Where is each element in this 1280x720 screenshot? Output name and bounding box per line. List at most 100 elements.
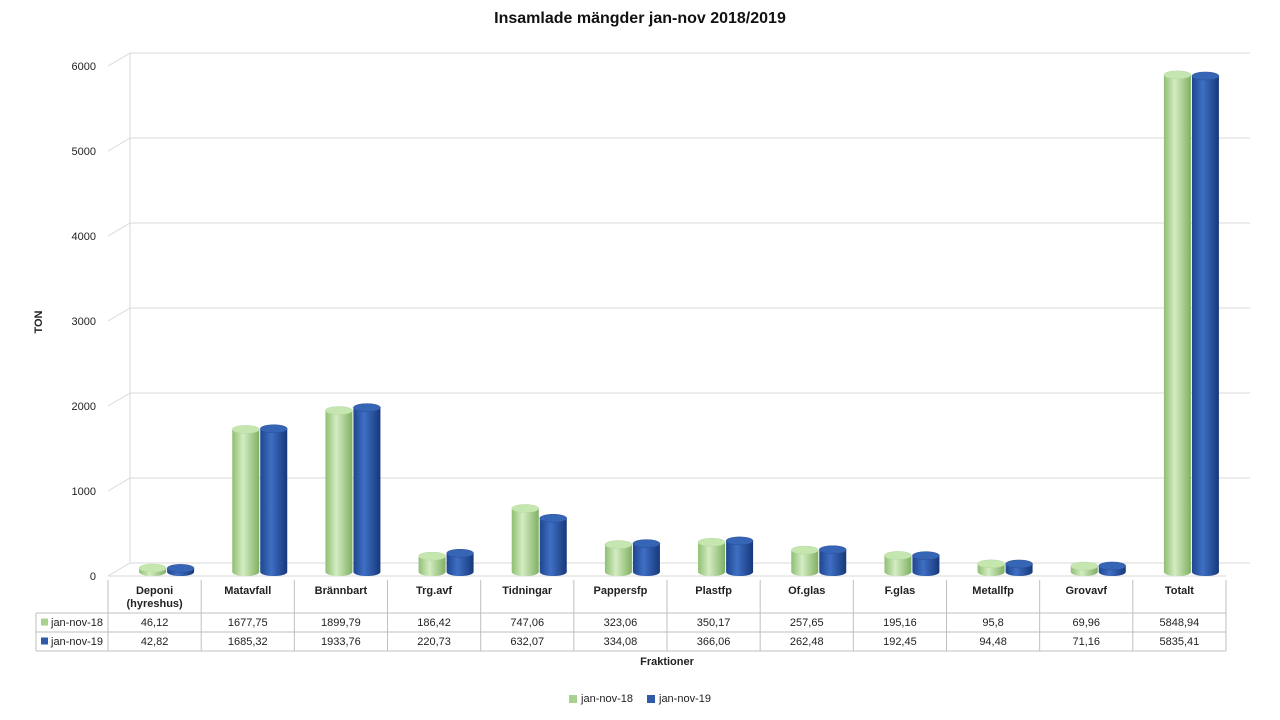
gridline-depth [107,307,131,322]
bar [912,551,940,576]
bar [819,545,847,576]
gridline-depth [107,392,131,407]
bar-body [353,407,381,576]
bar [325,406,353,576]
bar [977,559,1005,576]
y-tick-label: 6000 [72,61,96,73]
category-label: Pappersfp [594,585,648,597]
bar [138,563,167,576]
bar-body [1191,75,1219,577]
legend-item: jan-nov-19 [647,693,711,705]
data-label: 94,48 [979,636,1007,648]
bar-top [1098,561,1126,571]
y-tick-label: 5000 [72,146,96,158]
bar-top [511,504,539,513]
category-label: Grovavf [1065,585,1107,597]
category-label: Trg.avf [416,585,452,597]
data-label: 350,17 [697,617,731,629]
bar-body [791,550,819,576]
data-label: 1933,76 [321,636,361,648]
legend-swatch [647,695,655,703]
bar [1163,70,1192,577]
category-label: Tidningar [502,585,553,597]
bar [1005,559,1033,576]
gridline-depth [107,222,131,237]
bar-body [539,518,567,576]
bar [791,545,819,576]
bar-top [884,551,912,560]
bar-top [418,551,446,561]
bar-top [725,536,754,546]
bar [539,514,567,576]
data-label: 42,82 [141,636,169,648]
bar [1098,561,1126,576]
bar-top [446,548,474,558]
bar-top [604,540,633,549]
category-label: Deponi [136,585,173,597]
data-label: 334,08 [604,636,638,648]
data-label: 186,42 [417,617,451,629]
data-label: 46,12 [141,617,169,629]
y-tick-label: 4000 [72,231,96,243]
data-label: 1685,32 [228,636,268,648]
legend-item: jan-nov-18 [569,693,633,705]
bar [353,403,381,576]
data-label: 323,06 [604,617,638,629]
bar-body [325,410,353,576]
data-label: 262,48 [790,636,824,648]
bar-top [232,425,260,434]
bar [511,504,539,576]
category-label: Plastfp [695,585,732,597]
bar [725,536,754,576]
bar-top [791,545,819,555]
bar-body [726,540,754,576]
data-label: 1899,79 [321,617,361,629]
bar [446,548,474,576]
bar [166,564,195,576]
bar [232,425,260,576]
data-label: 5848,94 [1160,617,1200,629]
bar-top [353,403,381,412]
table-legend-swatch [41,618,48,626]
bar-body [912,555,940,576]
bar-top [1070,561,1098,571]
category-label: Of.glas [788,585,825,597]
y-tick-label: 1000 [72,486,96,498]
bar-body [418,556,446,576]
table-legend-swatch [41,637,48,645]
bar-top [912,551,940,560]
chart-title: Insamlade mängder jan-nov 2018/2019 [494,10,786,27]
bar-body [260,428,288,576]
y-tick-label: 2000 [72,401,96,413]
bar-body [884,555,912,576]
bar [1070,561,1098,576]
data-label: 195,16 [883,617,917,629]
bar [632,539,661,576]
gridline-depth [107,137,131,152]
data-label: 632,07 [510,636,544,648]
data-label: 71,16 [1072,636,1100,648]
bar-top [819,545,847,554]
bar-body [819,549,847,576]
data-label: 747,06 [510,617,544,629]
category-label: (hyreshus) [126,598,183,610]
bar-top [697,537,726,547]
bar-top [1163,70,1192,80]
bar-top [1191,71,1220,81]
bar-body [446,553,474,576]
data-label: 257,65 [790,617,824,629]
legend: jan-nov-18 jan-nov-19 [0,693,1280,705]
gridline-depth [107,52,131,67]
y-tick-label: 3000 [72,316,96,328]
y-tick-label: 0 [90,571,96,583]
bar-top [632,539,661,548]
legend-label: jan-nov-19 [659,693,711,705]
bar-top [977,559,1005,569]
bar-body [698,542,726,576]
bar [418,551,446,576]
data-label: 69,96 [1072,617,1100,629]
legend-label: jan-nov-18 [581,693,633,705]
data-label: 1677,75 [228,617,268,629]
series-name: jan-nov-19 [50,636,103,648]
bar [697,537,726,576]
